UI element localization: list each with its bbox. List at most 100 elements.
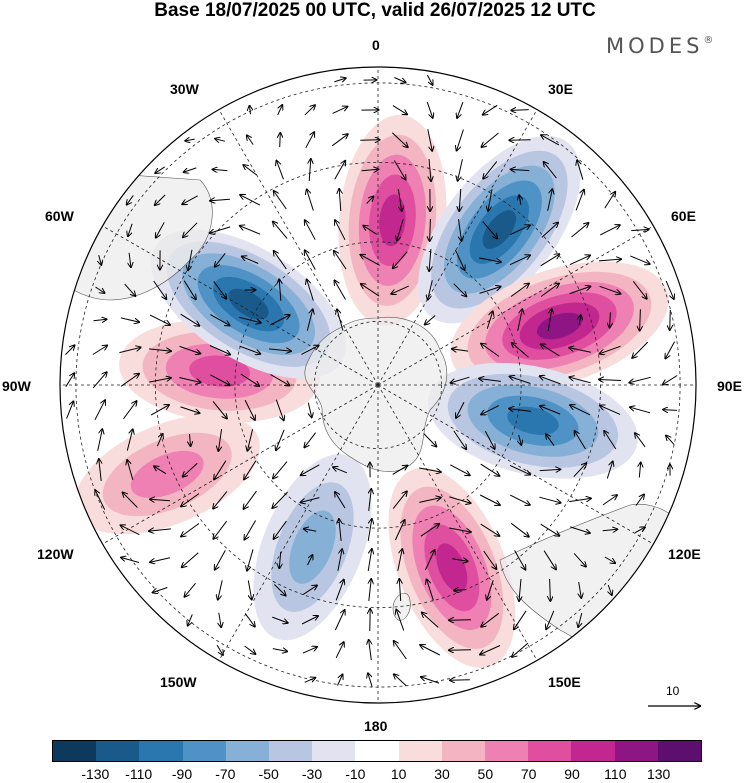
wind-arrow-icon xyxy=(360,255,380,266)
wind-arrow-icon xyxy=(604,556,615,563)
wind-arrow-icon xyxy=(427,580,434,601)
meridian xyxy=(377,384,538,661)
wind-arrow-icon xyxy=(209,345,230,355)
wind-arrow-icon xyxy=(149,529,171,531)
wind-arrow-icon xyxy=(219,612,221,627)
wind-arrow-icon xyxy=(450,464,469,475)
wind-arrow-icon xyxy=(481,344,500,357)
wind-arrow-icon xyxy=(337,549,342,571)
colorbar-tick-label: 110 xyxy=(604,766,627,782)
wind-arrow-icon xyxy=(369,489,372,511)
colorbar-tick-label: -130 xyxy=(81,766,110,782)
wind-arrow-icon xyxy=(459,188,461,211)
wind-arrow-icon xyxy=(154,466,167,475)
wind-arrow-icon xyxy=(663,375,678,385)
lon-label-90e: 90E xyxy=(717,378,742,394)
wind-arrow-icon xyxy=(149,378,171,383)
wind-arrow-icon xyxy=(454,590,467,591)
anomaly-contour xyxy=(507,406,559,435)
colorbar-cell xyxy=(53,741,97,761)
wind-arrow-icon xyxy=(578,612,582,627)
wind-arrow-icon xyxy=(279,279,281,301)
wind-arrow-icon xyxy=(304,529,317,531)
wind-arrow-icon xyxy=(247,580,251,599)
wind-arrow-icon xyxy=(540,406,561,415)
wind-arrow-icon xyxy=(66,401,74,419)
wind-arrow-icon xyxy=(573,463,586,478)
wind-arrow-icon xyxy=(422,613,439,628)
wind-arrow-icon xyxy=(270,315,289,326)
wind-arrow-icon xyxy=(305,250,316,270)
wind-arrow-icon xyxy=(394,674,407,687)
meridian xyxy=(102,384,379,545)
wind-arrow-icon xyxy=(454,249,464,270)
wind-arrow-icon xyxy=(479,494,500,505)
wind-arrow-icon xyxy=(452,559,467,562)
wind-arrow-icon xyxy=(426,102,432,118)
wind-arrow-icon xyxy=(244,613,255,626)
wind-arrow-icon xyxy=(333,467,348,474)
wind-arrow-icon xyxy=(215,550,226,569)
wind-arrow-icon xyxy=(519,195,521,205)
wind-arrow-icon xyxy=(631,229,648,230)
colorbar-cell xyxy=(96,741,140,761)
meridian xyxy=(377,384,654,545)
wind-arrow-icon xyxy=(335,281,346,300)
logo-mark: ® xyxy=(703,35,714,46)
wind-arrow-icon xyxy=(273,461,288,479)
wind-arrow-icon xyxy=(337,309,344,331)
wind-arrow-icon xyxy=(272,649,287,652)
wind-arrow-icon xyxy=(459,219,462,241)
wind-arrow-icon xyxy=(569,348,591,353)
wind-arrow-icon xyxy=(92,346,107,355)
wind-arrow-icon xyxy=(244,460,257,480)
wind-arrow-icon xyxy=(213,491,228,508)
wind-arrow-icon xyxy=(514,610,527,629)
wind-arrow-icon xyxy=(540,523,560,536)
wind-arrow-icon xyxy=(308,402,311,418)
wind-arrow-icon xyxy=(629,376,651,382)
wind-arrow-icon xyxy=(575,190,584,211)
wind-arrow-icon xyxy=(430,218,431,241)
wind-arrow-icon xyxy=(511,169,530,170)
wind-arrow-icon xyxy=(150,499,171,500)
wind-arrow-icon xyxy=(429,248,431,271)
wind-arrow-icon xyxy=(427,129,432,151)
wind-arrow-icon xyxy=(569,498,591,501)
wind-arrow-icon xyxy=(425,315,436,325)
wind-arrow-icon xyxy=(269,349,291,351)
wind-arrow-icon xyxy=(188,614,193,625)
wind-arrow-icon xyxy=(419,498,440,503)
wind-arrow-icon xyxy=(608,584,612,595)
wind-arrow-icon xyxy=(184,167,197,172)
wind-arrow-icon xyxy=(428,280,433,299)
colorbar-cell xyxy=(139,741,183,761)
wind-arrow-icon xyxy=(218,580,223,599)
wind-arrow-icon xyxy=(569,377,591,384)
colorbar-tick-label: 70 xyxy=(520,766,537,782)
wind-arrow-icon xyxy=(479,379,501,382)
wind-arrow-icon xyxy=(335,580,344,601)
wind-arrow-icon xyxy=(210,314,229,326)
wind-arrow-icon xyxy=(305,132,314,149)
colorbar-cell xyxy=(614,741,658,761)
wind-arrow-icon xyxy=(128,223,133,236)
wind-arrow-icon xyxy=(393,251,408,269)
wind-arrow-icon xyxy=(95,490,106,510)
wind-arrow-icon xyxy=(126,429,132,451)
colorbar-tick-label: 10 xyxy=(390,766,407,782)
wind-arrow-icon xyxy=(367,519,372,541)
colorbar-tick-label: 130 xyxy=(646,766,671,782)
colorbar-tick-label: -110 xyxy=(125,766,153,782)
wind-arrow-icon xyxy=(393,160,405,180)
colorbar-cell xyxy=(355,741,399,761)
wind-arrow-icon xyxy=(149,314,170,325)
wind-arrow-icon xyxy=(239,345,261,354)
wind-arrow-icon xyxy=(244,520,257,540)
wind-arrow-icon xyxy=(182,552,199,567)
wind-arrow-icon xyxy=(181,493,200,507)
wind-arrow-icon xyxy=(127,460,134,481)
wind-arrow-icon xyxy=(302,647,317,654)
wind-arrow-icon xyxy=(302,585,317,596)
wind-arrow-icon xyxy=(243,165,257,176)
